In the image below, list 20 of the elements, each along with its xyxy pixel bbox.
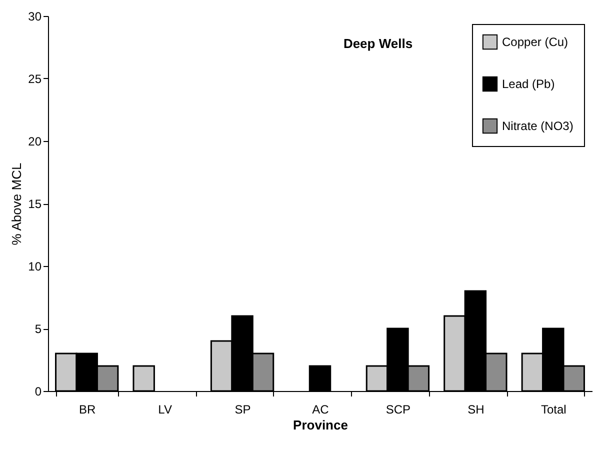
y-tick-label: 10 — [28, 260, 42, 274]
legend-label: Copper (Cu) — [502, 35, 568, 49]
y-tick-label: 15 — [28, 197, 42, 211]
y-tick-label: 20 — [28, 134, 42, 148]
x-tick-label: SH — [468, 402, 484, 416]
x-axis-title: Province — [293, 418, 348, 432]
x-tick-label: AC — [312, 402, 330, 416]
x-tick-label: SCP — [386, 402, 411, 416]
y-tick-label: 30 — [28, 10, 42, 24]
x-tick-label: SP — [234, 402, 251, 416]
x-tick-label: Total — [540, 402, 566, 416]
legend-label: Lead (Pb) — [502, 77, 555, 91]
x-tick-label: BR — [79, 402, 96, 416]
legend-label: Nitrate (NO3) — [502, 119, 574, 133]
x-tick-label: LV — [158, 402, 172, 416]
text: Deep Wells — [343, 36, 413, 51]
y-tick-label: 25 — [28, 72, 42, 86]
y-tick-label: 0 — [34, 384, 42, 398]
y-axis-title: % Above MCL — [9, 162, 24, 246]
y-tick-label: 5 — [34, 322, 42, 336]
